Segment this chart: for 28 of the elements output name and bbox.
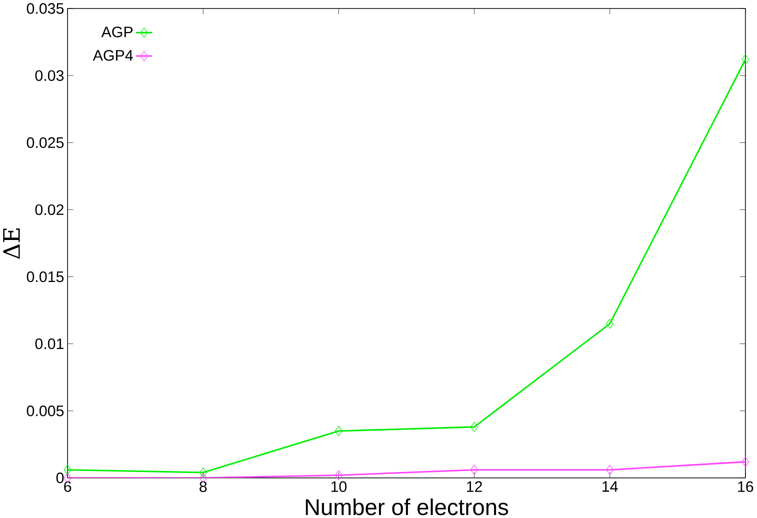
x-tick-label: 10 [331,481,347,492]
x-tick-label: 12 [467,481,482,492]
legend-label: AGP4 [92,50,133,61]
x-tick-label: 14 [602,481,618,492]
x-tick-label: 6 [64,481,72,492]
y-tick-label: 0.02 [35,204,64,215]
y-tick-label: 0 [56,472,64,484]
point [334,470,343,480]
x-axis-title: Number of electrons [306,498,508,516]
point [742,54,750,64]
y-axis-title: ΔE [3,228,20,259]
point [606,318,614,329]
point [334,426,343,436]
point [64,464,72,475]
y-tick-label: 0.025 [26,137,64,148]
point [470,464,478,475]
point [470,422,478,432]
legend-label: AGP [101,26,133,38]
point [199,467,207,478]
x-tick-label: 16 [738,481,754,492]
y-tick-label: 0.03 [35,70,64,81]
y-tick-label: 0.035 [26,2,64,14]
point [742,456,750,467]
x-tick-label: 8 [200,481,207,492]
y-tick-label: 0.005 [26,405,64,416]
y-tick-label: 0.01 [35,338,64,349]
y-tick-label: 0.015 [26,271,64,282]
point [606,464,614,475]
